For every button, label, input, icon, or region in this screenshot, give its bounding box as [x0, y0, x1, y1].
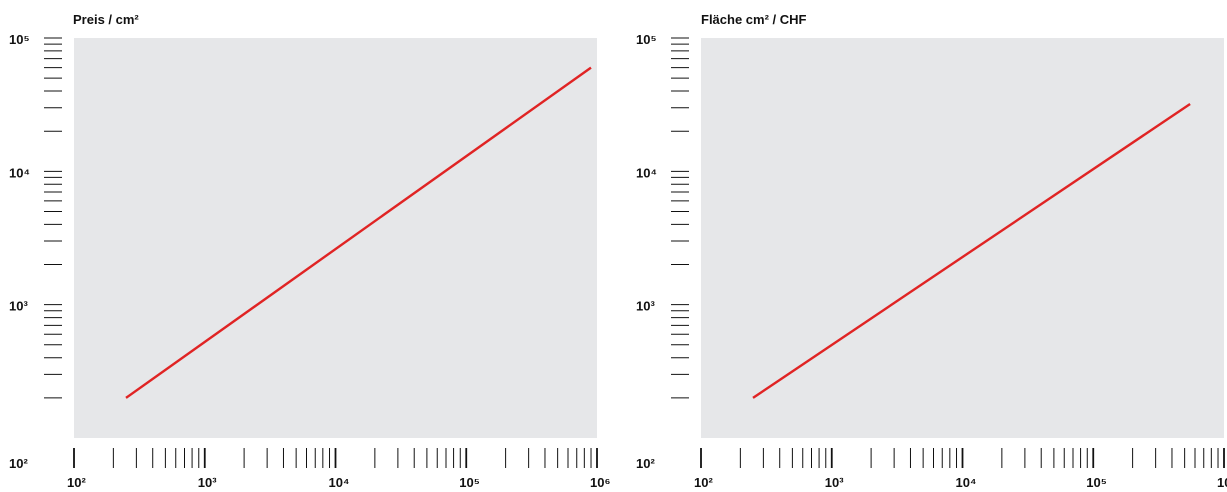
x-tick-label: 10⁵	[459, 475, 480, 490]
chart-left: Preis / cm² 10² 10³ 10⁴ 10⁵ 10⁶ 10² 10³ 10⁴ 10⁵	[0, 0, 610, 492]
x-tick-label: 10⁶	[1217, 475, 1227, 490]
chart-svg: 10² 10³ 10⁴ 10⁵ 10⁶ 10² 10³ 10⁴ 10⁵	[9, 32, 610, 490]
plot-area	[701, 38, 1224, 438]
y-tick-label: 10³	[9, 299, 28, 314]
series-line	[125, 66, 592, 399]
y-tick-label: 10²	[636, 456, 655, 471]
chart-right: Fläche cm² / CHF 10²10³10⁴10⁵10⁶10²10³10…	[627, 0, 1227, 492]
y-tick-label: 10⁴	[636, 165, 657, 180]
y-tick-label: 10⁴	[9, 165, 30, 180]
x-tick-label: 10⁵	[1086, 475, 1107, 490]
y-tick-label: 10²	[9, 456, 28, 471]
x-tick-label: 10⁶	[590, 475, 610, 490]
x-tick-label: 10⁴	[956, 475, 977, 490]
y-tick-label: 10³	[636, 299, 655, 314]
x-tick-label: 10²	[694, 475, 713, 490]
plot-area	[74, 38, 597, 438]
series-line	[752, 103, 1191, 399]
y-tick-label: 10⁵	[636, 32, 657, 47]
y-tick-label: 10⁵	[9, 32, 30, 47]
chart-title: Preis / cm²	[73, 12, 139, 27]
chart-title: Fläche cm² / CHF	[701, 12, 807, 27]
x-tick-label: 10³	[825, 475, 844, 490]
x-tick-label: 10³	[198, 475, 217, 490]
x-tick-label: 10²	[67, 475, 86, 490]
chart-svg: 10² 10³ 10⁴ 10⁵ 10⁶ 10² 10³ 10⁴ 10⁵	[636, 32, 1227, 490]
x-tick-label: 10⁴	[329, 475, 350, 490]
